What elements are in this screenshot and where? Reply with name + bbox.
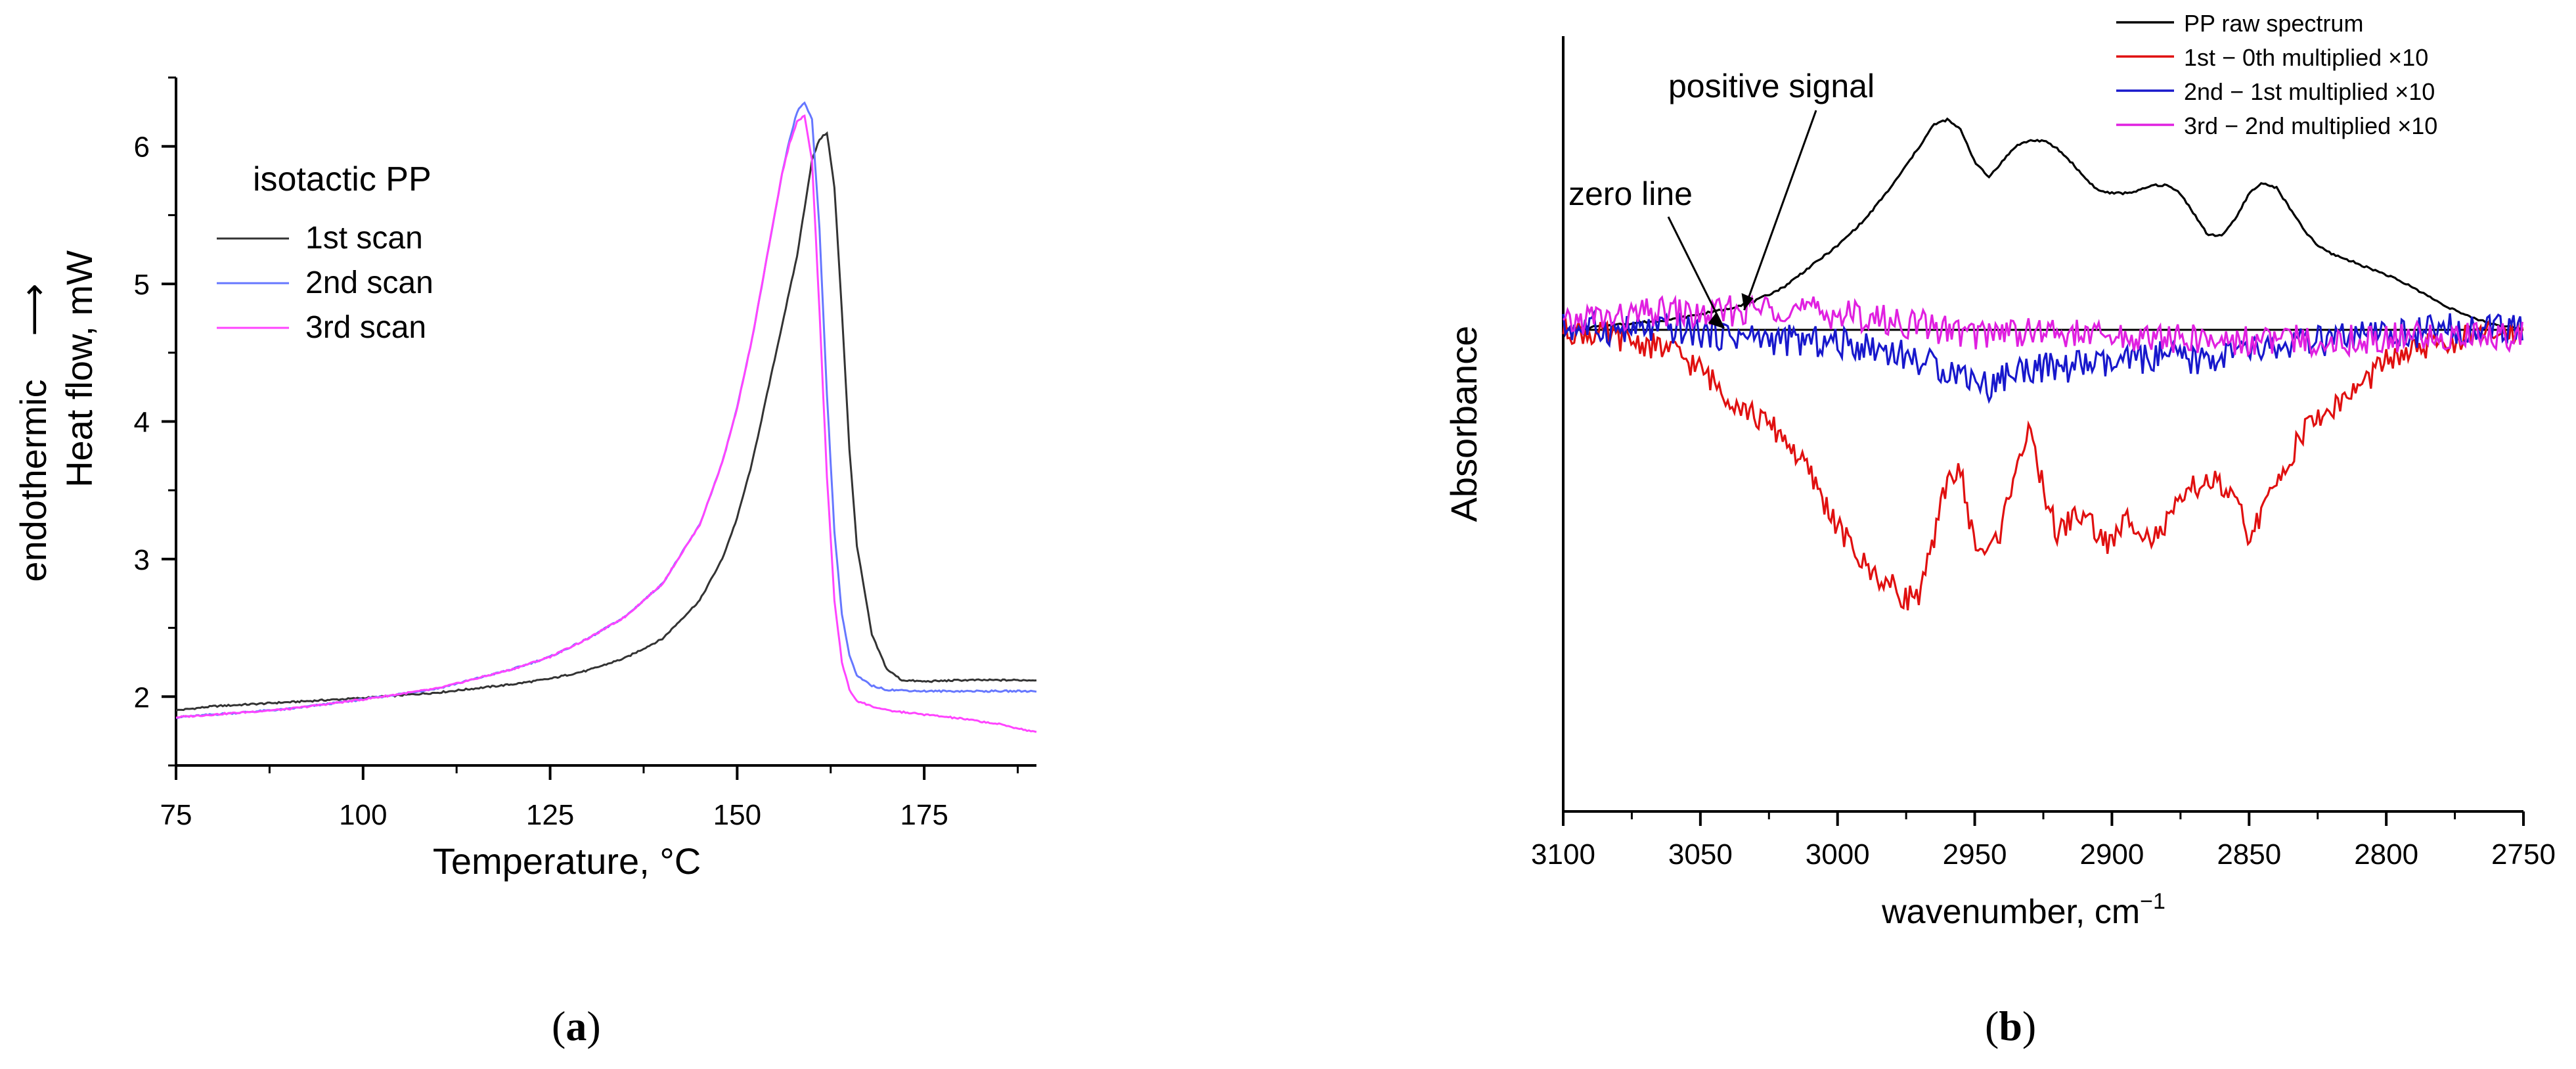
legend-label: 3rd scan xyxy=(305,310,426,345)
legend-label: 1st scan xyxy=(305,221,423,256)
legend-label: 1st − 0th multiplied ×10 xyxy=(2184,44,2428,71)
legend-label: 2nd scan xyxy=(305,265,433,300)
caption-b: (b) xyxy=(1985,1003,2037,1049)
x-axis-label: Temperature, °C xyxy=(433,840,701,882)
legend-title: isotactic PP xyxy=(253,160,432,198)
x-axis-label: wavenumber, cm−1 xyxy=(1881,889,2165,931)
legend-label: PP raw spectrum xyxy=(2184,10,2363,37)
x-axis-label-superscript: −1 xyxy=(2140,889,2165,914)
y-axis-label: Absorbance xyxy=(1443,326,1484,522)
y-axis-label-arrow: ⟶ xyxy=(12,283,54,336)
y-tick-label: 6 xyxy=(134,131,150,164)
series-line-4 xyxy=(1562,294,2523,359)
y-tick-label: 4 xyxy=(134,407,150,439)
x-tick-label: 150 xyxy=(713,799,761,831)
legend-label: 2nd − 1st multiplied ×10 xyxy=(2184,78,2435,105)
chart-panel-b: 3100 3050 3000 2950 2900 2850 2800 2750 wavenumb… xyxy=(1443,10,2556,931)
y-tick-label: 3 xyxy=(134,544,150,576)
y-tick-label: 5 xyxy=(134,269,150,301)
x-tick-label: 75 xyxy=(160,799,192,831)
series-line-1 xyxy=(175,131,1037,712)
annotation-arrow-zero xyxy=(1667,216,1725,329)
annotation-positive-signal: positive signal xyxy=(1668,68,1875,104)
x-tick-label: 3000 xyxy=(1806,838,1870,871)
legend-label: 3rd − 2nd multiplied ×10 xyxy=(2184,112,2437,139)
series-line-2 xyxy=(1562,317,2523,611)
x-tick-label: 3050 xyxy=(1668,838,1733,871)
annotation-arrow-positive xyxy=(1743,110,1817,311)
caption-a: (a) xyxy=(552,1003,601,1049)
x-tick-label: 175 xyxy=(900,799,948,831)
series-line-1 xyxy=(1563,117,2523,332)
x-tick-label: 2750 xyxy=(2491,838,2556,871)
x-tick-label: 2800 xyxy=(2354,838,2418,871)
x-tick-label: 2950 xyxy=(1943,838,2007,871)
x-tick-label: 100 xyxy=(339,799,387,831)
chart-panel-a: 75 100 125 150 175 2 3 4 5 6 Temperature, °C endoth… xyxy=(12,76,1037,882)
x-tick-label: 125 xyxy=(526,799,574,831)
series-line-3 xyxy=(175,114,1037,733)
annotation-arrowhead-positive xyxy=(1741,293,1754,310)
x-tick-label: 3100 xyxy=(1531,838,1595,871)
annotation-zero-line: zero line xyxy=(1568,175,1693,212)
annotation-arrowhead-zero xyxy=(1708,313,1724,329)
y-axis-label-line2: Heat flow, mW xyxy=(58,250,100,488)
x-tick-label: 2900 xyxy=(2079,838,2144,871)
y-axis-label-line1: endothermic xyxy=(12,379,54,581)
y-axis-label-group: endothermic ⟶ Heat flow, mW xyxy=(12,250,100,582)
x-tick-label: 2850 xyxy=(2217,838,2281,871)
y-tick-label: 2 xyxy=(134,681,150,714)
